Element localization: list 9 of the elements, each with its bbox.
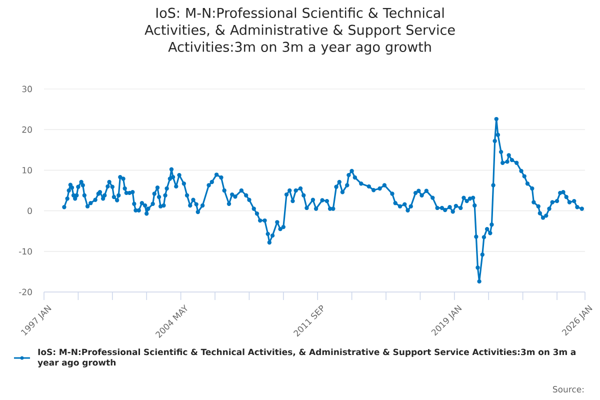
chart-title: IoS: M-N:Professional Scientific & Technical Activities, & Administrative & Support Service Activities:3m on 3m a year ago growth	[144, 8, 455, 55]
y-tick-label: 20	[22, 126, 32, 133]
legend-label: IoS: M-N:Professional Scientific & Technical Activities, & Administrative & Support Service Activities:3m on 3m a year ago growth	[38, 348, 576, 368]
y-tick-label: 10	[22, 166, 32, 174]
y-tick-label: -20	[18, 288, 32, 296]
y-tick-label: 30	[22, 86, 32, 92]
y-tick-label: -10	[18, 248, 32, 255]
source-note: Source:	[552, 386, 584, 392]
y-tick-label: 0	[28, 208, 32, 214]
